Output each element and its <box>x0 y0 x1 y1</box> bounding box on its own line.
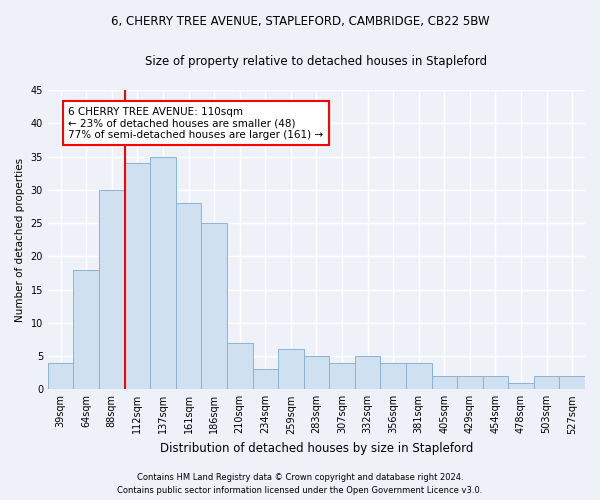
Bar <box>253 370 278 390</box>
Bar <box>278 350 304 390</box>
Bar <box>48 362 73 390</box>
Bar <box>125 163 150 390</box>
Y-axis label: Number of detached properties: Number of detached properties <box>15 158 25 322</box>
Bar <box>508 382 534 390</box>
Bar <box>355 356 380 390</box>
Bar <box>380 362 406 390</box>
Bar <box>150 156 176 390</box>
Bar <box>482 376 508 390</box>
Text: 6 CHERRY TREE AVENUE: 110sqm
← 23% of detached houses are smaller (48)
77% of se: 6 CHERRY TREE AVENUE: 110sqm ← 23% of de… <box>68 106 323 140</box>
Text: 6, CHERRY TREE AVENUE, STAPLEFORD, CAMBRIDGE, CB22 5BW: 6, CHERRY TREE AVENUE, STAPLEFORD, CAMBR… <box>110 15 490 28</box>
Bar <box>406 362 431 390</box>
Bar <box>431 376 457 390</box>
X-axis label: Distribution of detached houses by size in Stapleford: Distribution of detached houses by size … <box>160 442 473 455</box>
Bar <box>329 362 355 390</box>
Text: Contains HM Land Registry data © Crown copyright and database right 2024.
Contai: Contains HM Land Registry data © Crown c… <box>118 474 482 495</box>
Bar <box>176 203 202 390</box>
Bar <box>73 270 99 390</box>
Bar <box>227 342 253 390</box>
Bar <box>99 190 125 390</box>
Title: Size of property relative to detached houses in Stapleford: Size of property relative to detached ho… <box>145 55 488 68</box>
Bar <box>457 376 482 390</box>
Bar <box>534 376 559 390</box>
Bar <box>559 376 585 390</box>
Bar <box>202 223 227 390</box>
Bar <box>304 356 329 390</box>
